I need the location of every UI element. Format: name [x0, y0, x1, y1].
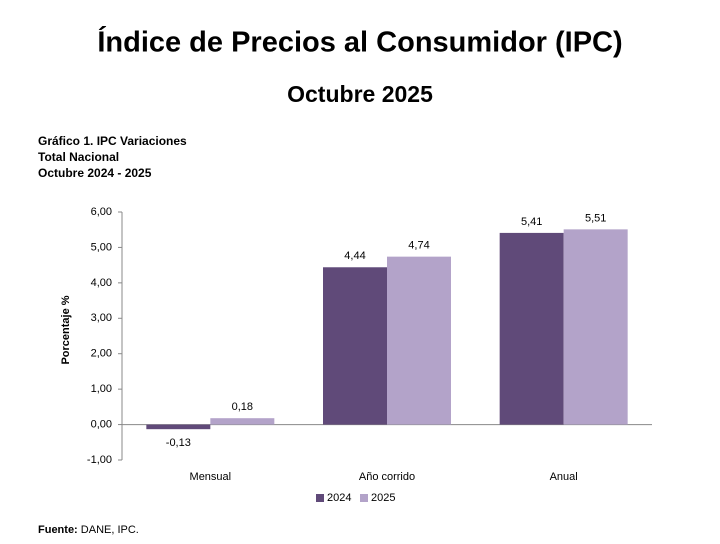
legend-swatch [316, 494, 324, 502]
bar [563, 229, 628, 425]
chart-title: Octubre 2024 - 2025 [38, 166, 152, 180]
y-tick-label: 2,00 [91, 348, 112, 360]
value-label: 0,18 [232, 401, 253, 413]
page-subtitle: Octubre 2025 [287, 81, 433, 107]
value-label: 5,51 [585, 212, 606, 224]
y-tick-label: 6,00 [91, 206, 112, 218]
page-title: Índice de Precios al Consumidor (IPC) [97, 25, 622, 59]
x-tick-label: Mensual [190, 471, 232, 483]
bar [210, 418, 275, 425]
x-tick-label: Año corrido [359, 471, 415, 483]
legend-swatch [360, 494, 368, 502]
bar [146, 424, 211, 430]
value-label: 5,41 [521, 216, 542, 228]
chart-title: Total Nacional [38, 150, 119, 164]
source-label: Fuente: [38, 524, 78, 536]
y-tick-label: 5,00 [91, 241, 112, 253]
value-label: 4,74 [408, 240, 429, 252]
y-tick-label: 3,00 [91, 312, 112, 324]
value-label: -0,13 [166, 437, 191, 449]
bar [323, 267, 387, 425]
source-text: DANE, IPC. [81, 524, 139, 536]
value-label: 4,44 [344, 250, 365, 262]
y-tick-label: 4,00 [91, 277, 112, 289]
legend-label: 2024 [327, 492, 351, 504]
y-tick-label: 0,00 [91, 418, 112, 430]
y-axis-label: Porcentaje % [60, 295, 72, 364]
bar [387, 256, 451, 425]
source: Fuente: DANE, IPC. [38, 524, 139, 536]
y-tick-label: 1,00 [91, 383, 112, 395]
chart-title: Gráfico 1. IPC Variaciones [38, 134, 187, 148]
y-tick-label: -1,00 [87, 454, 112, 466]
legend-label: 2025 [371, 492, 395, 504]
x-tick-label: Anual [550, 471, 578, 483]
bar [499, 232, 564, 425]
